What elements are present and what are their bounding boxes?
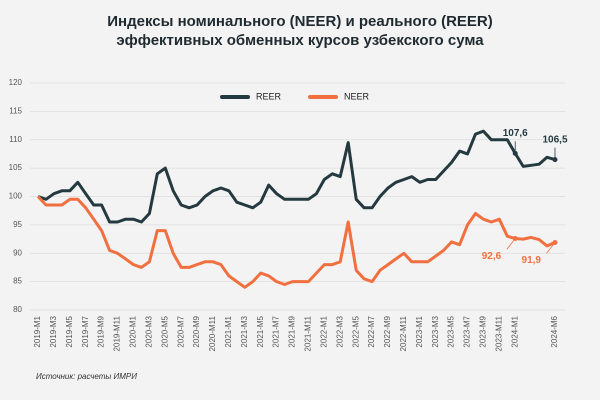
x-tick-label: 2022-M7 — [367, 315, 376, 347]
x-tick-label: 2022-M5 — [351, 315, 360, 347]
x-tick-label: 2019-M9 — [97, 315, 106, 347]
y-tick-label: 105 — [9, 163, 23, 172]
label-leader — [506, 238, 516, 250]
source-note: Источник: расчеты ИМРИ — [36, 372, 137, 381]
x-tick-label: 2021-M3 — [240, 315, 249, 347]
label-leader — [546, 242, 556, 254]
x-tick-label: 2019-M5 — [65, 315, 74, 347]
series-line — [37, 129, 556, 224]
x-tick-label: 2019-M3 — [49, 315, 58, 347]
x-tick-label: 2023-M3 — [431, 315, 440, 347]
x-tick-label: 2024-M1 — [510, 315, 519, 347]
y-tick-label: 120 — [9, 78, 23, 87]
x-tick-label: 2023-M1 — [415, 315, 424, 347]
x-tick-label: 2022-M1 — [319, 315, 328, 347]
x-tick-label: 2020-M11 — [208, 315, 217, 351]
value-label: 106,5 — [542, 134, 567, 145]
y-tick-label: 100 — [9, 192, 23, 201]
x-tick-label: 2020-M9 — [192, 315, 201, 347]
x-tick-label: 2023-M5 — [447, 315, 456, 347]
x-tick-label: 2021-M5 — [256, 315, 265, 347]
y-tick-label: 110 — [9, 135, 22, 144]
y-tick-label: 115 — [9, 106, 22, 115]
value-label: 92,6 — [482, 251, 502, 262]
chart-subtitle: эффективных обменных курсов узбекского с… — [116, 32, 484, 49]
y-tick-label: 85 — [13, 277, 22, 286]
x-tick-label: 2021-M9 — [288, 315, 297, 347]
x-tick-label: 2023-M7 — [463, 315, 472, 347]
x-tick-label: 2020-M7 — [176, 315, 185, 347]
y-tick-label: 95 — [13, 220, 22, 229]
value-label: 91,9 — [522, 255, 542, 266]
x-tick-label: 2022-M11 — [399, 315, 408, 351]
x-tick-label: 2020-M3 — [144, 315, 153, 347]
legend-label: NEER — [344, 91, 370, 101]
x-tick-label: 2019-M11 — [113, 315, 122, 351]
x-tick-label: 2022-M9 — [383, 315, 392, 347]
x-tick-label: 2022-M3 — [335, 315, 344, 347]
value-label: 107,6 — [503, 128, 528, 139]
x-tick-label: 2019-M7 — [81, 315, 90, 347]
y-tick-label: 80 — [13, 305, 22, 314]
x-tick-label: 2020-M5 — [160, 315, 169, 347]
legend-label: REER — [256, 91, 282, 101]
x-tick-label: 2021-M11 — [304, 315, 313, 351]
series-line — [36, 195, 556, 289]
x-tick-label: 2021-M1 — [224, 315, 233, 347]
x-tick-label: 2019-M1 — [33, 315, 42, 347]
x-tick-label: 2024-M6 — [550, 315, 559, 347]
x-tick-label: 2023-M9 — [479, 315, 488, 347]
chart-title: Индексы номинального (NEER) и реального … — [107, 13, 493, 30]
x-tick-label: 2021-M7 — [272, 315, 281, 347]
y-tick-label: 90 — [13, 248, 22, 257]
x-tick-label: 2020-M1 — [129, 315, 138, 347]
x-tick-label: 2023-M11 — [494, 315, 503, 351]
